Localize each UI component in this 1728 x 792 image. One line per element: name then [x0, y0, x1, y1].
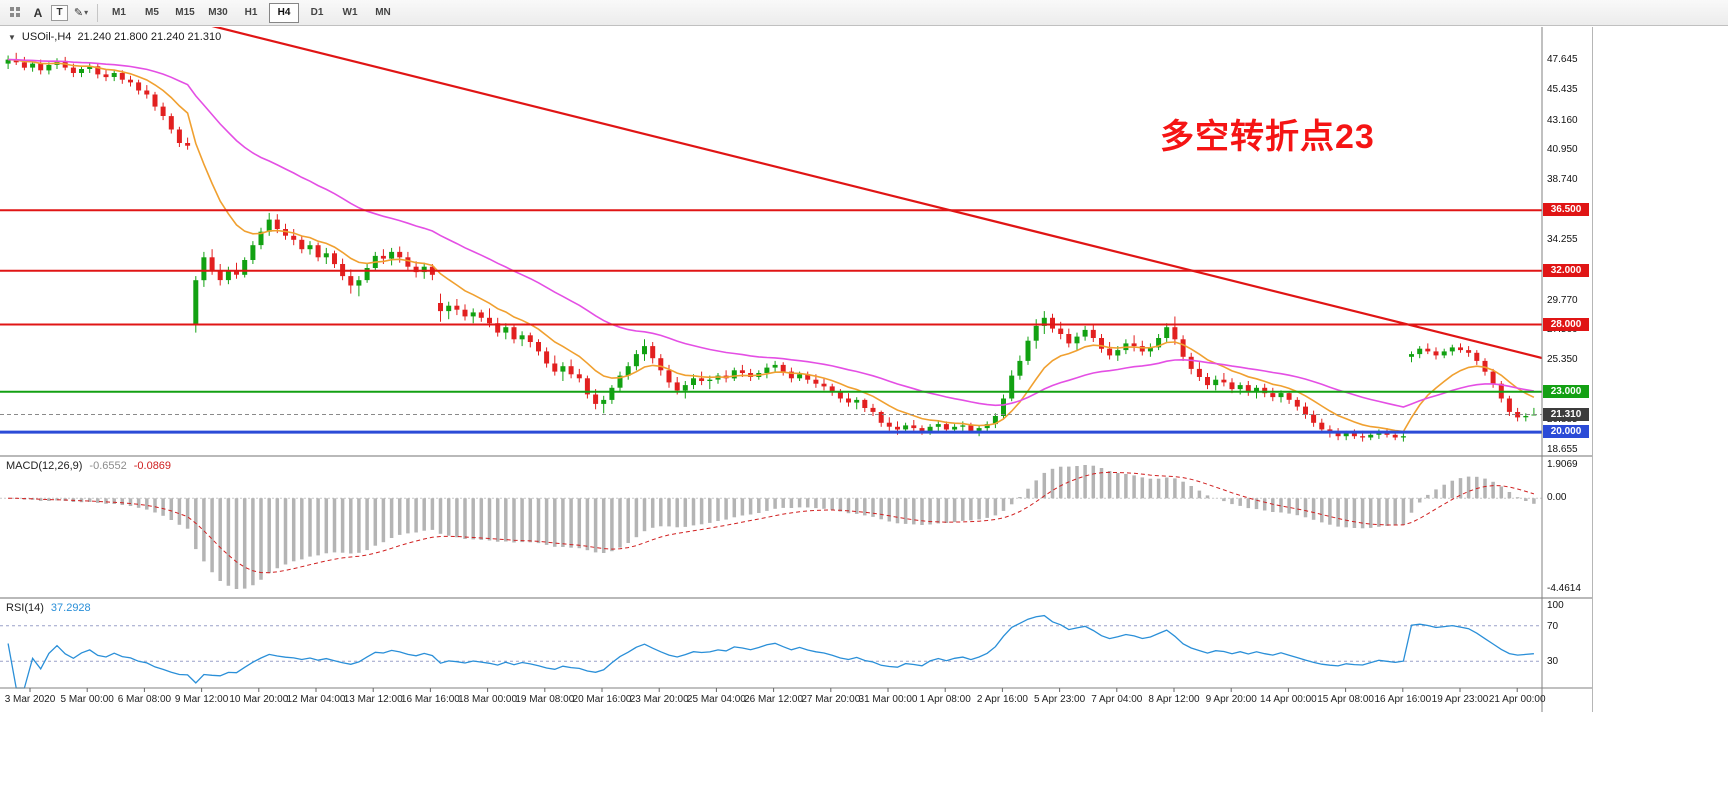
- toolbar-separator: [97, 3, 98, 22]
- timeframe-button-w1[interactable]: W1: [342, 6, 358, 18]
- main-toolbar: A T ✎ ▾ M1 M5 M15 M30 H1 H4 D1 W1 MN: [0, 0, 1728, 26]
- timeframe-buttons: M1 M5 M15 M30 H1 H4 D1 W1 MN: [104, 2, 398, 23]
- tile-windows-glyph: [9, 7, 20, 17]
- tools-group: A T ✎ ▾: [5, 3, 91, 23]
- text-tool-button[interactable]: T: [51, 4, 68, 21]
- timeframe-button-m1[interactable]: M1: [112, 6, 126, 18]
- timeframe-button-h4[interactable]: H4: [269, 2, 299, 23]
- chart-window[interactable]: ▼ USOil-,H4 21.240 21.800 21.240 21.310 …: [0, 27, 1593, 712]
- timeframe-button-m5[interactable]: M5: [145, 6, 159, 18]
- timeframe-button-mn[interactable]: MN: [375, 6, 391, 18]
- chart-canvas[interactable]: [0, 27, 1592, 712]
- pencil-icon: ✎: [73, 7, 84, 19]
- drawing-tools-button[interactable]: ✎ ▾: [71, 3, 91, 23]
- chevron-down-icon: ▾: [84, 8, 89, 17]
- timeframe-button-m30[interactable]: M30: [208, 6, 228, 18]
- tile-windows-icon[interactable]: [5, 3, 25, 23]
- timeframe-button-m15[interactable]: M15: [175, 6, 195, 18]
- cursor-tool-button[interactable]: A: [33, 5, 43, 20]
- timeframe-button-d1[interactable]: D1: [310, 6, 324, 18]
- timeframe-button-h1[interactable]: H1: [244, 6, 258, 18]
